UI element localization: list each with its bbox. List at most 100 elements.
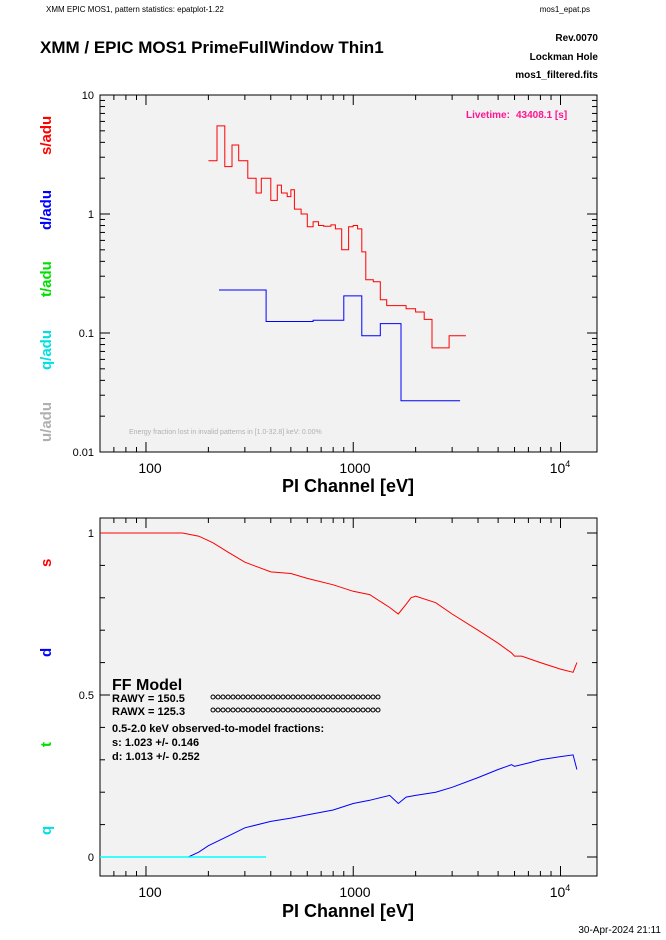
pixel-mark xyxy=(255,694,261,700)
pixel-mark xyxy=(315,694,321,700)
pixel-mark xyxy=(375,707,381,713)
top-xtick-10000: 104 xyxy=(550,459,571,476)
pixel-mark xyxy=(340,707,346,713)
model-rawx: RAWX = 125.3 xyxy=(112,706,185,718)
top-ytick-0.1: 0.1 xyxy=(79,328,94,340)
pixel-mark xyxy=(240,694,246,700)
bottom-xtick-100: 100 xyxy=(138,884,162,900)
pixel-mark xyxy=(355,694,361,700)
top-series-d xyxy=(219,289,461,402)
pixel-mark xyxy=(220,707,226,713)
model-rawy: RAWY = 150.5 xyxy=(112,693,185,705)
pixel-mark xyxy=(335,694,341,700)
livetime-label: Livetime: xyxy=(466,110,510,121)
bottom-ytick-0: 0 xyxy=(88,852,94,864)
bottom-series-d xyxy=(100,754,578,858)
target-name: Lockman Hole xyxy=(529,52,598,63)
pixel-mark xyxy=(305,694,311,700)
pixel-mark xyxy=(235,707,241,713)
pixel-mark xyxy=(260,694,266,700)
top-xaxis-title: PI Channel [eV] xyxy=(282,476,414,496)
page-title: XMM / EPIC MOS1 PrimeFullWindow Thin1 xyxy=(40,38,384,57)
pixel-mark xyxy=(275,694,281,700)
pixel-mark xyxy=(350,707,356,713)
pixel-mark xyxy=(370,694,376,700)
pixel-mark xyxy=(370,707,376,713)
bottom-series-s xyxy=(100,532,578,673)
pixel-mark xyxy=(350,694,356,700)
pixel-mark xyxy=(365,707,371,713)
bottom-xaxis-title: PI Channel [eV] xyxy=(282,901,414,921)
pixel-mark xyxy=(340,694,346,700)
pixel-mark xyxy=(335,707,341,713)
energy-fraction-note: Energy fraction lost in invalid patterns… xyxy=(129,429,322,436)
bottom-ytick-1: 1 xyxy=(88,528,94,540)
pixel-mark xyxy=(215,694,221,700)
top-axis-ticks xyxy=(99,94,597,453)
top-ytick-0.01: 0.01 xyxy=(73,447,94,459)
top-xtick-100: 100 xyxy=(138,460,162,476)
pixel-mark xyxy=(245,707,251,713)
pixel-mark xyxy=(235,694,241,700)
pixel-mark xyxy=(300,694,306,700)
pixel-mark xyxy=(310,694,316,700)
top-ytick-10: 10 xyxy=(82,90,94,102)
pixel-mark xyxy=(230,707,236,713)
pixel-mark xyxy=(230,694,236,700)
pixel-mark xyxy=(330,707,336,713)
bottom-plot-area xyxy=(99,517,598,877)
pixel-mark xyxy=(295,707,301,713)
model-title: FF Model xyxy=(112,677,182,694)
pixel-mark xyxy=(210,694,216,700)
pixel-mark xyxy=(325,694,331,700)
pixel-mark xyxy=(240,707,246,713)
pixel-mark xyxy=(245,694,251,700)
pixel-mark xyxy=(375,694,381,700)
revision: Rev.0070 xyxy=(555,33,598,44)
pixel-mark xyxy=(215,707,221,713)
pixel-mark xyxy=(265,707,271,713)
pixel-mark xyxy=(360,707,366,713)
pixel-mark xyxy=(330,694,336,700)
livetime-value: 43408.1 [s] xyxy=(516,110,567,121)
pixel-mark xyxy=(300,707,306,713)
pixel-mark xyxy=(250,694,256,700)
bottom-xtick-1000: 1000 xyxy=(339,884,370,900)
pixel-mark xyxy=(345,707,351,713)
header-program: XMM EPIC MOS1, pattern statistics: epatp… xyxy=(46,5,224,14)
fractions-title: 0.5-2.0 keV observed-to-model fractions: xyxy=(112,723,324,735)
footer-timestamp: 30-Apr-2024 21:11 xyxy=(578,925,661,936)
pixel-mark xyxy=(305,707,311,713)
pixel-mark xyxy=(295,694,301,700)
pixel-mark xyxy=(355,707,361,713)
top-plot-area xyxy=(99,94,598,453)
pixel-mark xyxy=(260,707,266,713)
pixel-mark xyxy=(290,694,296,700)
pixel-mark xyxy=(325,707,331,713)
pixel-mark xyxy=(250,707,256,713)
pixel-mark xyxy=(310,707,316,713)
pixel-mark xyxy=(320,694,326,700)
header-filename: mos1_epat.ps xyxy=(539,5,590,14)
fraction-s: s: 1.023 +/- 0.146 xyxy=(112,737,199,749)
pixel-mark xyxy=(225,694,231,700)
pixel-mark xyxy=(270,707,276,713)
pixel-mark xyxy=(280,694,286,700)
bottom-xtick-10000: 104 xyxy=(550,883,571,900)
pixel-mark xyxy=(265,694,271,700)
pixel-mark xyxy=(225,707,231,713)
pixel-mark xyxy=(365,694,371,700)
pixel-mark xyxy=(285,694,291,700)
pixel-mark xyxy=(275,707,281,713)
events-file: mos1_filtered.fits xyxy=(515,70,598,81)
pixel-mark xyxy=(320,707,326,713)
top-xtick-1000: 1000 xyxy=(339,460,370,476)
top-series-s xyxy=(208,125,466,349)
top-ytick-1: 1 xyxy=(88,209,94,221)
pixel-mark xyxy=(315,707,321,713)
fraction-d: d: 1.013 +/- 0.252 xyxy=(112,751,200,763)
pixel-mark xyxy=(220,694,226,700)
pixel-mark xyxy=(290,707,296,713)
pixel-mark xyxy=(280,707,286,713)
